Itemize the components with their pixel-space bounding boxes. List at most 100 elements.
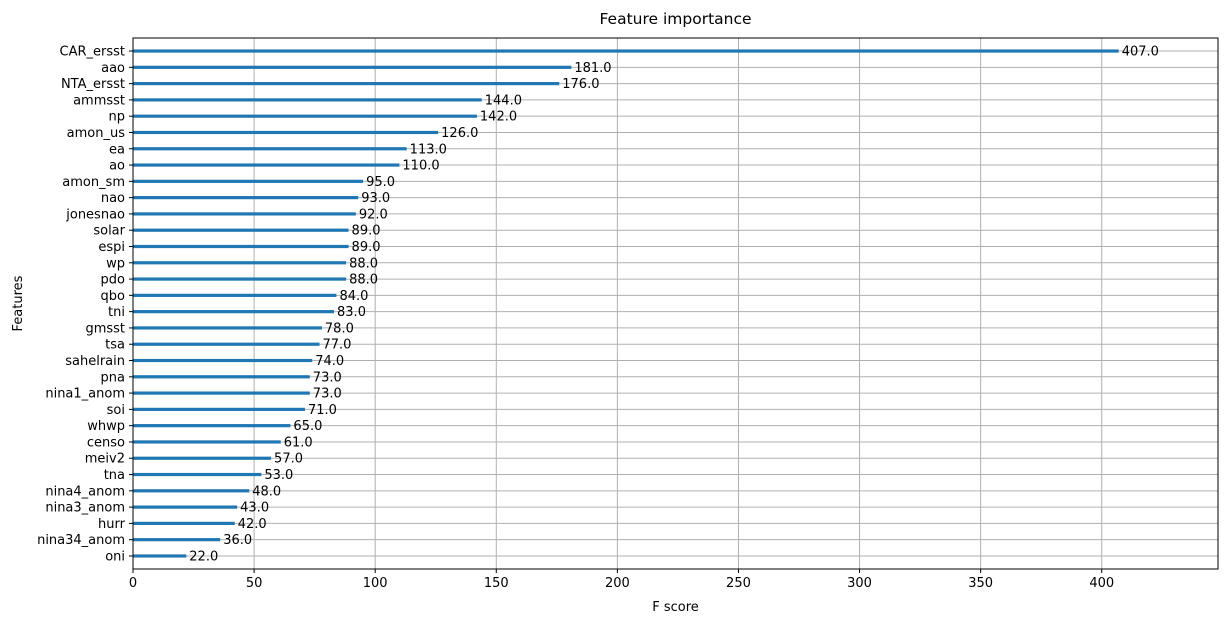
x-tick-label: 200 xyxy=(605,576,630,591)
x-tick-label: 250 xyxy=(726,576,751,591)
x-tick-label: 350 xyxy=(968,576,993,591)
y-tick-label-hurr: hurr xyxy=(98,517,126,532)
value-label-np: 142.0 xyxy=(480,110,517,125)
bar-solar xyxy=(133,228,349,232)
y-tick-label-pna: pna xyxy=(101,370,125,385)
y-tick-label-nina34_anom: nina34_anom xyxy=(37,533,125,548)
y-tick-label-gmsst: gmsst xyxy=(85,321,125,336)
value-label-ao: 110.0 xyxy=(402,159,439,174)
value-label-gmsst: 78.0 xyxy=(325,321,354,336)
y-tick-label-qbo: qbo xyxy=(101,289,126,304)
y-tick-label-whwp: whwp xyxy=(87,419,125,434)
y-tick-label-pdo: pdo xyxy=(101,273,126,288)
value-label-nina34_anom: 36.0 xyxy=(223,533,252,548)
value-label-hurr: 42.0 xyxy=(238,517,267,532)
y-tick-label-NTA_ersst: NTA_ersst xyxy=(61,77,125,92)
x-tick-label: 0 xyxy=(129,576,137,591)
value-label-soi: 71.0 xyxy=(308,403,337,418)
value-label-nina1_anom: 73.0 xyxy=(313,387,342,402)
x-tick-label: 150 xyxy=(484,576,509,591)
y-tick-label-nina1_anom: nina1_anom xyxy=(45,387,125,402)
value-label-sahelrain: 74.0 xyxy=(315,354,344,369)
value-label-amon_us: 126.0 xyxy=(441,126,478,141)
y-tick-label-soi: soi xyxy=(107,403,125,418)
bar-nina4_anom xyxy=(133,489,250,493)
bar-pna xyxy=(133,375,310,379)
bar-ao xyxy=(133,163,400,167)
bar-nina34_anom xyxy=(133,538,221,542)
bar-tna xyxy=(133,472,262,477)
bar-CAR_ersst xyxy=(133,49,1119,53)
y-tick-label-nao: nao xyxy=(101,191,125,206)
bars-layer: 22.0 36.042.043.0 48.053.057.0 61.065.071.0… xyxy=(133,45,1159,564)
value-label-CAR_ersst: 407.0 xyxy=(1122,45,1159,60)
bar-meiv2 xyxy=(133,456,272,460)
bar-tsa xyxy=(133,342,320,346)
x-tick-label: 100 xyxy=(363,576,388,591)
bar-hurr xyxy=(133,521,235,525)
value-label-wp: 88.0 xyxy=(349,256,378,271)
value-label-NTA_ersst: 176.0 xyxy=(562,77,599,92)
value-label-tna: 53.0 xyxy=(264,468,293,483)
bar-nao xyxy=(133,196,359,200)
y-tick-label-amon_sm: amon_sm xyxy=(62,175,125,190)
y-tick-label-ao: ao xyxy=(109,159,125,174)
bar-sahelrain xyxy=(133,358,313,363)
value-label-pdo: 88.0 xyxy=(349,273,378,288)
y-tick-label-censo: censo xyxy=(87,435,125,450)
y-tick-label-tni: tni xyxy=(108,305,125,320)
y-tick-label-meiv2: meiv2 xyxy=(85,452,125,467)
bar-whwp xyxy=(133,424,291,428)
y-tick-label-solar: solar xyxy=(93,224,125,239)
bar-pdo xyxy=(133,277,347,281)
bar-qbo xyxy=(133,293,337,297)
bar-aao xyxy=(133,65,572,69)
bar-nina3_anom xyxy=(133,505,238,509)
value-label-whwp: 65.0 xyxy=(293,419,322,434)
x-tick-label: 400 xyxy=(1089,576,1114,591)
y-tick-label-ea: ea xyxy=(109,142,125,157)
value-label-qbo: 84.0 xyxy=(339,289,368,304)
bar-gmsst xyxy=(133,326,322,330)
value-label-ammsst: 144.0 xyxy=(485,93,522,108)
y-axis-title: Features xyxy=(11,275,26,331)
y-tick-label-sahelrain: sahelrain xyxy=(65,354,125,369)
value-label-jonesnao: 92.0 xyxy=(359,207,388,222)
y-tick-label-jonesnao: jonesnao xyxy=(65,207,125,222)
bar-ea xyxy=(133,147,407,151)
bar-NTA_ersst xyxy=(133,82,560,86)
value-label-ea: 113.0 xyxy=(410,142,447,157)
chart-title: Feature importance xyxy=(599,10,751,28)
y-tick-label-amon_us: amon_us xyxy=(67,126,126,141)
value-label-meiv2: 57.0 xyxy=(274,452,303,467)
y-tick-label-wp: wp xyxy=(106,256,125,271)
value-label-nina4_anom: 48.0 xyxy=(252,484,281,499)
value-label-nina3_anom: 43.0 xyxy=(240,501,269,516)
value-label-aao: 181.0 xyxy=(574,61,611,76)
bar-tni xyxy=(133,310,335,314)
value-label-solar: 89.0 xyxy=(352,224,381,239)
y-tick-label-np: np xyxy=(109,110,126,125)
bar-wp xyxy=(133,261,347,265)
value-label-espi: 89.0 xyxy=(352,240,381,255)
value-label-oni: 22.0 xyxy=(189,549,218,564)
bar-oni xyxy=(133,554,187,558)
value-label-pna: 73.0 xyxy=(313,370,342,385)
y-tick-label-espi: espi xyxy=(98,240,125,255)
y-tick-label-aao: aao xyxy=(101,61,125,76)
bar-jonesnao xyxy=(133,212,356,216)
plot-frame xyxy=(132,37,1219,570)
value-label-censo: 61.0 xyxy=(284,435,313,450)
grid-layer xyxy=(132,38,1218,569)
bar-ammsst xyxy=(133,98,482,102)
y-tick-label-oni: oni xyxy=(105,549,125,564)
bar-amon_sm xyxy=(133,179,364,183)
bar-espi xyxy=(133,244,349,249)
x-tick-label: 300 xyxy=(847,576,872,591)
value-label-tsa: 77.0 xyxy=(322,338,351,353)
value-label-tni: 83.0 xyxy=(337,305,366,320)
y-tick-label-CAR_ersst: CAR_ersst xyxy=(60,45,126,60)
y-tick-label-tna: tna xyxy=(104,468,125,483)
value-label-amon_sm: 95.0 xyxy=(366,175,395,190)
